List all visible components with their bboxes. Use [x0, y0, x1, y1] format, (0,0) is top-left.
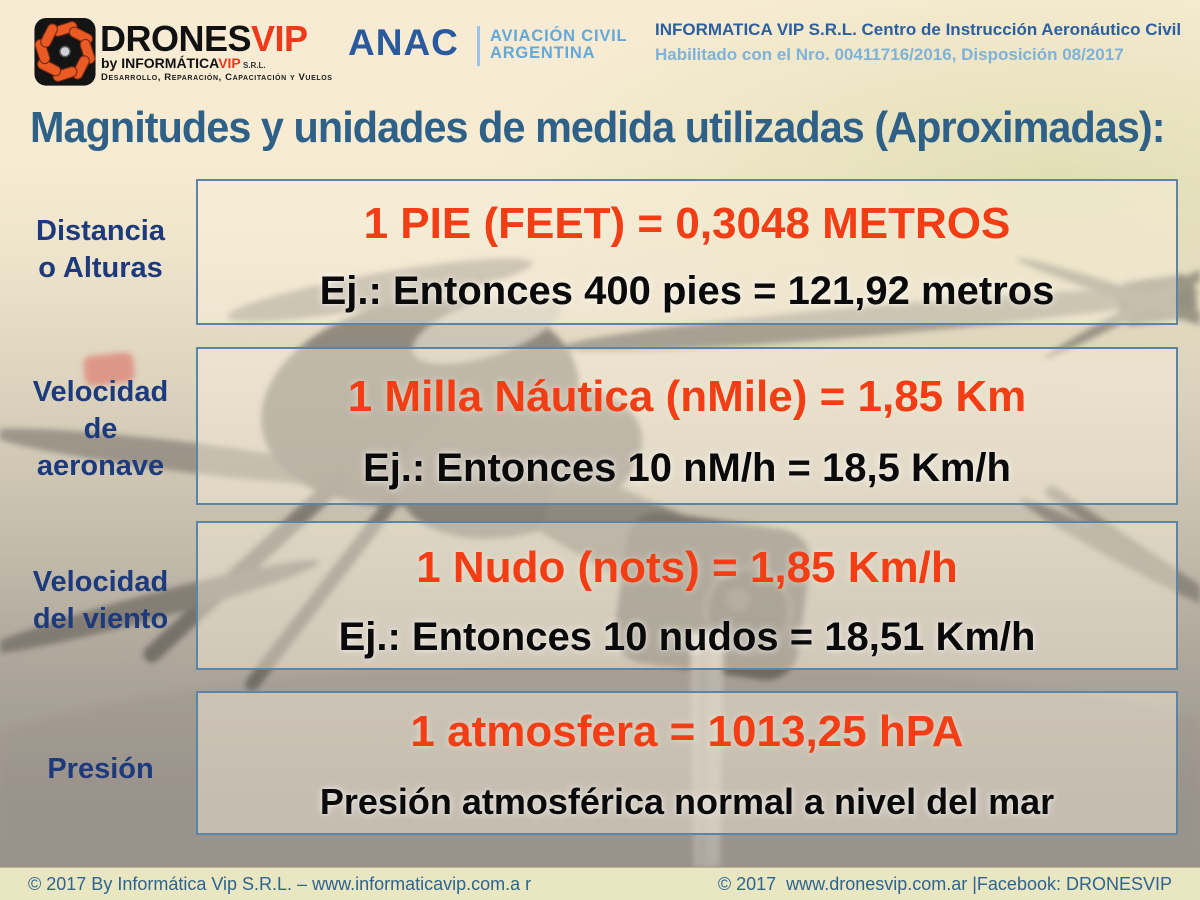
- example-text: Ej.: Entonces 10 nudos = 18,51 Km/h: [338, 615, 1036, 659]
- drone-illustration: [0, 245, 1200, 867]
- row-label-line: Velocidad: [32, 376, 169, 408]
- formula-text: 1 Milla Náutica (nMile) = 1,85 Km: [347, 371, 1027, 421]
- footer-copyright-right: © 2017 www.dronesvip.com.ar |Facebook: D…: [717, 873, 1172, 894]
- anac-logo-text: ANAC: [348, 22, 459, 63]
- formula-text: 1 Nudo (nots) = 1,85 Km/h: [416, 543, 958, 592]
- brand-name-accent: VIP: [251, 18, 308, 59]
- formula-text: 1 PIE (FEET) = 0,3048 METROS: [363, 198, 1011, 248]
- certification-line2: Habilitado con el Nro. 00411716/2016, Di…: [655, 45, 1124, 64]
- brand-byline-company: INFORMÁTICA: [121, 55, 219, 71]
- row-label-distance: Distancia o Alturas: [8, 213, 193, 287]
- anac-subtitle-line2: ARGENTINA: [490, 44, 596, 62]
- row-label-line: de: [83, 413, 118, 445]
- drone-photo-background: [0, 162, 1200, 867]
- footer-copyright-left: © 2017 By Informática Vip S.R.L. – www.i…: [28, 873, 532, 894]
- formula-text: 1 atmosfera = 1013,25 hPA: [410, 707, 964, 756]
- row-label-line: Presión: [47, 753, 154, 785]
- example-text: Ej.: Entonces 400 pies = 121,92 metros: [319, 268, 1055, 313]
- conversion-box-knot: 1 Nudo (nots) = 1,85 Km/h Ej.: Entonces …: [196, 521, 1178, 670]
- row-label-line: o Alturas: [38, 252, 163, 284]
- dronesvip-logo-icon: [34, 18, 96, 86]
- row-label-line: del viento: [32, 603, 169, 635]
- brand-byline: by INFORMÁTICAVIP S.R.L.: [101, 55, 266, 71]
- brand-name-primary: DRONES: [100, 18, 252, 59]
- anac-divider: [477, 26, 480, 66]
- brand-name: DRONESVIP: [100, 18, 308, 60]
- anac-subtitle-line1: AVIACIÓN CIVIL: [490, 27, 628, 45]
- row-label-wind-speed: Velocidad del viento: [8, 564, 193, 638]
- conversion-box-distance: 1 PIE (FEET) = 0,3048 METROS Ej.: Entonc…: [196, 179, 1178, 325]
- footer-bar: © 2017 By Informática Vip S.R.L. – www.i…: [0, 867, 1200, 900]
- page-title: Magnitudes y unidades de medida utilizad…: [30, 103, 1166, 152]
- brand-byline-accent: VIP: [218, 55, 241, 71]
- certification-line1: INFORMATICA VIP S.R.L. Centro de Instruc…: [655, 20, 1182, 39]
- brand-tagline: Desarrollo, Reparación, Capacitación y V…: [101, 72, 333, 83]
- brand-byline-legal: S.R.L.: [240, 61, 266, 70]
- example-text: Ej.: Entonces 10 nM/h = 18,5 Km/h: [363, 445, 1011, 490]
- row-label-pressure: Presión: [8, 751, 193, 788]
- conversion-box-nautical-mile: 1 Milla Náutica (nMile) = 1,85 Km Ej.: E…: [196, 347, 1178, 505]
- example-text: Presión atmosférica normal a nivel del m…: [319, 781, 1055, 822]
- row-label-line: Velocidad: [32, 566, 169, 598]
- conversion-box-pressure: 1 atmosfera = 1013,25 hPA Presión atmosf…: [196, 691, 1178, 835]
- row-label-line: aeronave: [36, 450, 165, 482]
- brand-byline-by: by: [101, 55, 122, 71]
- row-label-line: Distancia: [36, 215, 165, 247]
- row-label-aircraft-speed: Velocidad de aeronave: [8, 374, 193, 485]
